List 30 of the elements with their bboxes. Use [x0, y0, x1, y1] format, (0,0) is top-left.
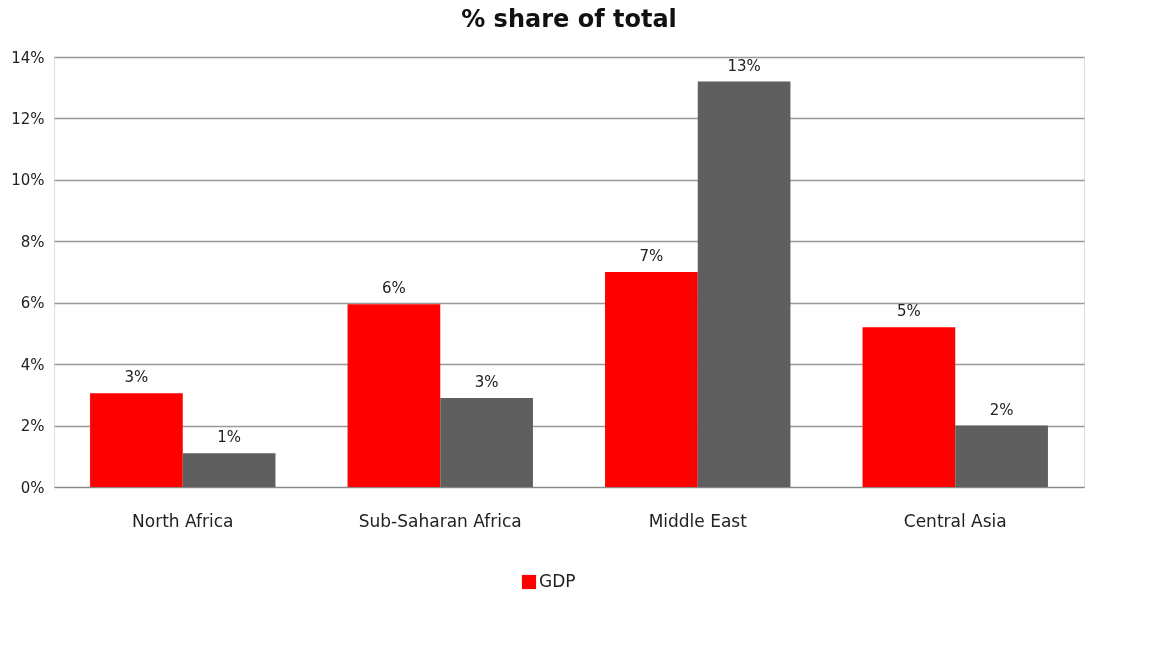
bar	[605, 272, 698, 487]
y-tick-label: 12%	[11, 109, 45, 128]
data-label: 13%	[727, 56, 761, 75]
data-label: 3%	[474, 372, 499, 391]
data-label: 1%	[217, 428, 241, 447]
x-tick-label: North Africa	[132, 510, 234, 531]
y-tick-label: 6%	[20, 294, 45, 313]
legend-label: GDP	[539, 571, 576, 591]
chart-title: % share of total	[461, 5, 677, 33]
x-tick-label: Middle East	[648, 510, 748, 531]
data-label: 7%	[639, 247, 664, 265]
bar	[862, 327, 956, 487]
y-tick-label: 2%	[20, 417, 45, 436]
bar	[347, 304, 441, 487]
data-label: 2%	[989, 400, 1014, 419]
data-label: 5%	[897, 302, 921, 321]
bar	[182, 453, 276, 487]
bar	[440, 397, 533, 487]
y-tick-label: 8%	[20, 232, 45, 251]
y-tick-label: 14%	[11, 48, 45, 67]
y-tick-label: 10%	[11, 171, 45, 190]
y-tick-label: 0%	[20, 478, 45, 497]
data-label: 6%	[382, 279, 406, 298]
x-tick-label: Central Asia	[903, 510, 1007, 531]
bar	[955, 425, 1048, 487]
x-tick-label: Sub-Saharan Africa	[358, 510, 522, 531]
y-tick-label: 4%	[20, 355, 45, 374]
bar	[90, 393, 183, 487]
data-label: 3%	[124, 368, 149, 387]
bar	[697, 81, 791, 487]
